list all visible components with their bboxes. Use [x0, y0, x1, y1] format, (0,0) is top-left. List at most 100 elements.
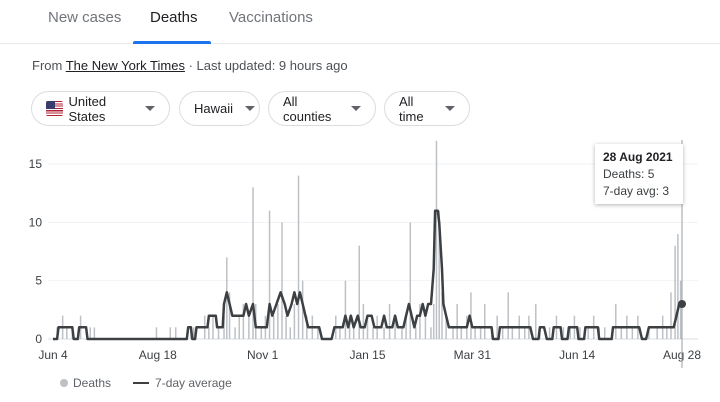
- deaths-bar: [293, 304, 296, 339]
- deaths-bar: [679, 280, 682, 339]
- deaths-bar: [344, 280, 347, 339]
- tab-deaths[interactable]: Deaths: [150, 9, 198, 26]
- deaths-bar: [674, 245, 676, 339]
- deaths-bar: [348, 315, 351, 339]
- region-filter[interactable]: Hawaii: [179, 91, 260, 126]
- deaths-bar: [432, 304, 435, 339]
- deaths-bar: [483, 304, 486, 339]
- deaths-bar: [301, 280, 304, 339]
- deaths-bar: [415, 327, 417, 339]
- deaths-bars: [56, 140, 682, 339]
- x-tick-label: Mar 31: [454, 348, 492, 362]
- legend-deaths-label: Deaths: [73, 376, 112, 390]
- deaths-bar: [242, 304, 245, 339]
- deaths-chart[interactable]: 0 5 10 15 Jun 4 Aug 18 Nov 1 Jan 15 Mar 31 Jun 1…: [0, 130, 720, 375]
- deaths-bar: [260, 327, 263, 339]
- deaths-bar: [248, 315, 250, 339]
- deaths-bar: [352, 327, 355, 339]
- deaths-bar: [430, 327, 432, 339]
- x-tick-label: Jun 4: [38, 348, 68, 362]
- chart-tooltip: 28 Aug 2021 Deaths: 5 7-day avg: 3: [595, 144, 683, 204]
- deaths-bar: [604, 327, 606, 339]
- deaths-bar: [648, 327, 650, 339]
- x-tick-label: Nov 1: [247, 348, 279, 362]
- time-filter-label: All time: [399, 93, 424, 124]
- deaths-bar: [479, 327, 482, 339]
- deaths-bar: [358, 245, 360, 339]
- deaths-bar: [677, 234, 679, 339]
- tab-vaccinations[interactable]: Vaccinations: [229, 9, 313, 26]
- deaths-bar: [366, 315, 369, 339]
- x-tick-label: Jun 14: [559, 348, 595, 362]
- x-tick-label: Jan 15: [349, 348, 385, 362]
- source-prefix: From: [32, 58, 63, 73]
- deaths-bar: [155, 327, 158, 339]
- deaths-bar: [169, 327, 171, 339]
- deaths-bar: [317, 327, 319, 339]
- deaths-bar: [388, 304, 391, 339]
- deaths-bar: [268, 210, 271, 339]
- chevron-down-icon: [445, 106, 455, 111]
- time-filter[interactable]: All time: [384, 91, 470, 126]
- deaths-bar: [511, 327, 514, 339]
- deaths-bar: [496, 315, 498, 339]
- deaths-bar: [419, 304, 421, 339]
- active-tab-indicator: [133, 41, 211, 44]
- tab-new-cases[interactable]: New cases: [48, 9, 122, 26]
- deaths-bar: [460, 327, 463, 339]
- deaths-bar: [524, 327, 526, 339]
- deaths-bar: [579, 327, 581, 339]
- deaths-bar: [217, 327, 220, 339]
- seven-day-average-line: [53, 209, 682, 341]
- x-axis-ticks: Jun 4 Aug 18 Nov 1 Jan 15 Mar 31 Jun 14 Aug 28: [38, 348, 701, 362]
- deaths-bar: [238, 315, 240, 339]
- deaths-bar: [548, 327, 551, 339]
- deaths-bar: [441, 292, 443, 339]
- deaths-bar: [252, 187, 254, 339]
- deaths-bar: [272, 315, 275, 339]
- y-tick-label: 10: [29, 215, 43, 229]
- counties-filter[interactable]: All counties: [268, 91, 376, 126]
- y-axis-ticks: 0 5 10 15: [29, 157, 43, 346]
- country-filter[interactable]: United States: [31, 91, 170, 126]
- deaths-bar: [562, 327, 565, 339]
- deaths-bar: [666, 327, 668, 339]
- country-filter-label: United States: [68, 93, 107, 124]
- legend-average-label: 7-day average: [155, 376, 232, 390]
- deaths-bar: [507, 292, 509, 339]
- deaths-legend-dot-icon: [60, 379, 68, 387]
- deaths-bar: [409, 222, 412, 339]
- x-tick-label: Aug 18: [139, 348, 177, 362]
- deaths-bar: [474, 327, 476, 339]
- deaths-bar: [615, 304, 617, 339]
- deaths-bar: [535, 304, 537, 339]
- deaths-bar: [223, 315, 225, 339]
- deaths-bar: [405, 315, 407, 339]
- hover-point: [678, 300, 686, 308]
- y-tick-label: 0: [35, 332, 42, 346]
- deaths-bar: [228, 292, 231, 339]
- deaths-bar: [339, 327, 341, 339]
- deaths-bar: [501, 327, 504, 339]
- tooltip-deaths: Deaths: 5: [603, 167, 655, 181]
- deaths-bar: [362, 304, 365, 339]
- deaths-bar: [226, 257, 228, 339]
- deaths-bar: [631, 327, 634, 339]
- deaths-bar: [670, 292, 672, 339]
- deaths-bar: [93, 327, 96, 339]
- chevron-down-icon: [245, 106, 256, 111]
- source-link[interactable]: The New York Times: [65, 58, 185, 73]
- y-tick-label: 5: [35, 274, 42, 288]
- deaths-bar: [277, 304, 279, 339]
- average-legend-line-icon: [133, 382, 150, 384]
- deaths-bar: [587, 327, 589, 339]
- region-filter-label: Hawaii: [194, 101, 234, 116]
- deaths-bar: [401, 327, 403, 339]
- last-updated: · Last updated: 9 hours ago: [188, 58, 348, 73]
- deaths-bar: [452, 327, 454, 339]
- deaths-bar: [234, 327, 236, 339]
- chevron-down-icon: [145, 106, 155, 111]
- tooltip-average: 7-day avg: 3: [603, 184, 670, 198]
- deaths-bar: [435, 140, 438, 339]
- deaths-bar: [372, 327, 374, 339]
